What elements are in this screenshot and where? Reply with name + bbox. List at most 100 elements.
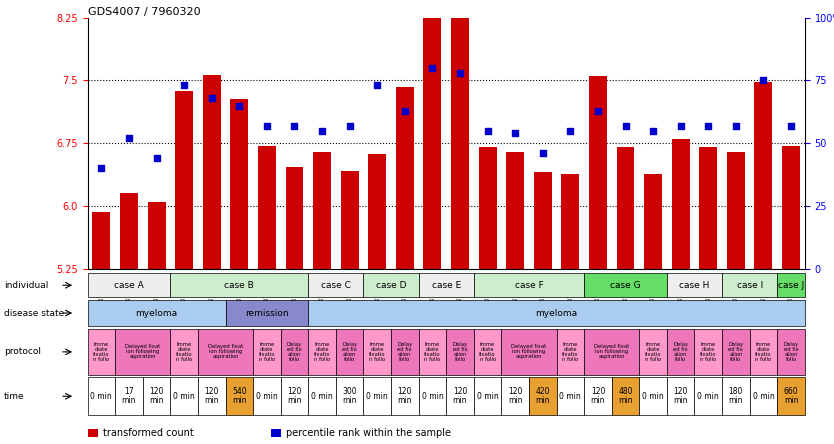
Bar	[340, 171, 359, 269]
Text: time: time	[4, 392, 25, 401]
Text: 0 min: 0 min	[366, 392, 388, 401]
Point	[481, 127, 495, 134]
Text: Delay
ed fix
ation
follo: Delay ed fix ation follo	[342, 342, 357, 362]
Text: 120
min: 120 min	[508, 387, 522, 405]
Bar	[479, 147, 496, 269]
Text: protocol: protocol	[4, 347, 41, 357]
Text: Imme
diate
fixatio
n follo: Imme diate fixatio n follo	[755, 342, 771, 362]
Point	[315, 127, 329, 134]
Text: myeloma: myeloma	[535, 309, 578, 317]
Point	[536, 150, 550, 157]
Point	[619, 122, 632, 129]
Text: Delayed fixat
ion following
aspiration: Delayed fixat ion following aspiration	[594, 345, 630, 359]
Point	[95, 165, 108, 172]
Text: 660
min: 660 min	[784, 387, 798, 405]
Bar	[616, 147, 635, 269]
Point	[123, 135, 136, 142]
Bar	[424, 12, 441, 269]
Text: Delayed fixat
ion following
aspiration: Delayed fixat ion following aspiration	[208, 345, 244, 359]
Text: case I: case I	[736, 281, 763, 290]
Bar	[148, 202, 165, 269]
Bar	[203, 75, 221, 269]
Text: Imme
diate
fixatio
n follo: Imme diate fixatio n follo	[176, 342, 193, 362]
Text: 0 min: 0 min	[560, 392, 581, 401]
Text: Delay
ed fix
ation
follo: Delay ed fix ation follo	[397, 342, 412, 362]
Point	[729, 122, 742, 129]
Bar	[120, 194, 138, 269]
Text: 120
min: 120 min	[287, 387, 302, 405]
Point	[150, 155, 163, 162]
Text: 180
min: 180 min	[729, 387, 743, 405]
Text: 0 min: 0 min	[421, 392, 444, 401]
Text: Imme
diate
fixatio
n follo: Imme diate fixatio n follo	[93, 342, 109, 362]
Text: Delay
ed fix
ation
follo: Delay ed fix ation follo	[287, 342, 302, 362]
Text: 0 min: 0 min	[256, 392, 278, 401]
Text: 120
min: 120 min	[453, 387, 467, 405]
Bar	[699, 147, 717, 269]
Bar	[671, 139, 690, 269]
Text: remission: remission	[245, 309, 289, 317]
Point	[564, 127, 577, 134]
Text: case F: case F	[515, 281, 543, 290]
Point	[646, 127, 660, 134]
Text: Imme
diate
fixatio
n follo: Imme diate fixatio n follo	[259, 342, 275, 362]
Point	[509, 130, 522, 137]
Text: transformed count: transformed count	[103, 428, 193, 438]
Point	[454, 69, 467, 76]
Text: Delay
ed fix
ation
follo: Delay ed fix ation follo	[783, 342, 799, 362]
Text: case E: case E	[431, 281, 461, 290]
Text: individual: individual	[4, 281, 48, 290]
Bar	[258, 146, 276, 269]
Text: Delayed fixat
ion following
aspiration: Delayed fixat ion following aspiration	[511, 345, 546, 359]
Text: 120
min: 120 min	[398, 387, 412, 405]
Text: Imme
diate
fixatio
n follo: Imme diate fixatio n follo	[314, 342, 330, 362]
Bar	[534, 172, 552, 269]
Text: Imme
diate
fixatio
n follo: Imme diate fixatio n follo	[700, 342, 716, 362]
Text: Delay
ed fix
ation
follo: Delay ed fix ation follo	[673, 342, 688, 362]
Bar	[230, 99, 249, 269]
Text: Imme
diate
fixatio
n follo: Imme diate fixatio n follo	[425, 342, 440, 362]
Bar	[782, 146, 800, 269]
Bar	[506, 151, 524, 269]
Text: 120
min: 120 min	[149, 387, 163, 405]
Point	[260, 122, 274, 129]
Text: 420
min: 420 min	[535, 387, 550, 405]
Point	[591, 107, 605, 114]
Text: case J: case J	[778, 281, 804, 290]
Text: disease state: disease state	[4, 309, 64, 317]
Point	[288, 122, 301, 129]
Text: GDS4007 / 7960320: GDS4007 / 7960320	[88, 7, 200, 17]
Text: case H: case H	[679, 281, 710, 290]
Bar	[369, 154, 386, 269]
Text: Imme
diate
fixatio
n follo: Imme diate fixatio n follo	[562, 342, 579, 362]
Point	[756, 77, 770, 84]
Text: Imme
diate
fixatio
n follo: Imme diate fixatio n follo	[369, 342, 385, 362]
Text: Delayed fixat
ion following
aspiration: Delayed fixat ion following aspiration	[125, 345, 160, 359]
Bar	[451, 15, 469, 269]
Point	[701, 122, 715, 129]
Text: Imme
diate
fixatio
n follo: Imme diate fixatio n follo	[480, 342, 496, 362]
Text: myeloma: myeloma	[135, 309, 178, 317]
Text: case D: case D	[376, 281, 406, 290]
Bar	[589, 76, 607, 269]
Text: 17
min: 17 min	[122, 387, 136, 405]
Bar	[396, 87, 414, 269]
Text: 480
min: 480 min	[618, 387, 633, 405]
Text: 120
min: 120 min	[204, 387, 219, 405]
Bar	[755, 82, 772, 269]
Bar	[727, 151, 745, 269]
Point	[425, 64, 439, 71]
Text: Delay
ed fix
ation
follo: Delay ed fix ation follo	[728, 342, 743, 362]
Text: 0 min: 0 min	[173, 392, 195, 401]
Text: 0 min: 0 min	[697, 392, 719, 401]
Point	[674, 122, 687, 129]
Point	[370, 82, 384, 89]
Point	[205, 95, 219, 102]
Text: 0 min: 0 min	[642, 392, 664, 401]
Text: case C: case C	[321, 281, 351, 290]
Text: percentile rank within the sample: percentile rank within the sample	[286, 428, 451, 438]
Text: 540
min: 540 min	[232, 387, 247, 405]
Bar	[644, 174, 662, 269]
Text: 120
min: 120 min	[673, 387, 688, 405]
Text: Delay
ed fix
ation
follo: Delay ed fix ation follo	[452, 342, 468, 362]
